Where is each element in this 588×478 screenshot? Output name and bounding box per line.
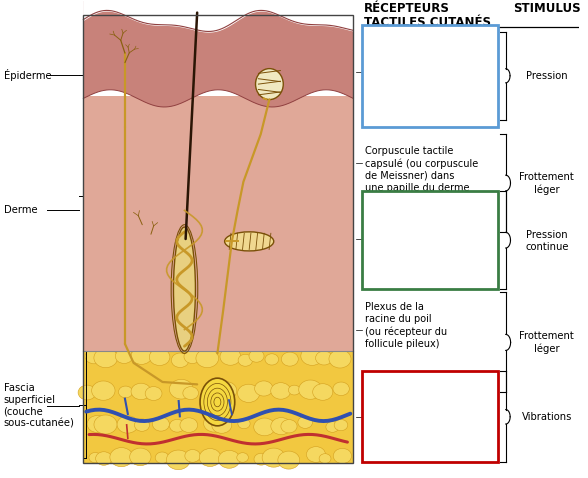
Circle shape	[238, 354, 253, 366]
Circle shape	[329, 350, 351, 368]
Circle shape	[166, 450, 190, 469]
Circle shape	[94, 348, 118, 368]
Circle shape	[131, 383, 151, 400]
Circle shape	[92, 381, 115, 400]
Circle shape	[118, 386, 133, 398]
Bar	[362, 371, 497, 462]
Circle shape	[326, 422, 339, 432]
Circle shape	[270, 383, 290, 399]
Circle shape	[203, 414, 225, 432]
Text: Pression: Pression	[526, 71, 567, 81]
Circle shape	[262, 448, 285, 467]
Bar	[83, 15, 353, 463]
Circle shape	[281, 352, 298, 366]
Circle shape	[319, 454, 331, 464]
Polygon shape	[83, 0, 353, 107]
Bar	[83, 96, 353, 351]
Ellipse shape	[256, 69, 283, 99]
Ellipse shape	[225, 232, 274, 251]
Text: Nocicepteur
(récepteur de la douleur): Nocicepteur (récepteur de la douleur)	[94, 12, 219, 35]
Text: Mécanorécepteur
cutané de type II
(ou corpuscule
de Ruffini): Mécanorécepteur cutané de type II (ou co…	[365, 200, 450, 247]
Circle shape	[183, 387, 199, 400]
Circle shape	[94, 415, 117, 434]
Circle shape	[78, 385, 96, 400]
Text: Frottement
léger: Frottement léger	[519, 172, 574, 195]
Circle shape	[218, 450, 240, 468]
Circle shape	[299, 380, 322, 399]
Circle shape	[131, 348, 152, 364]
Circle shape	[298, 416, 312, 428]
Circle shape	[281, 420, 297, 433]
Circle shape	[180, 418, 198, 433]
Circle shape	[333, 448, 352, 464]
Circle shape	[199, 448, 221, 467]
Circle shape	[220, 348, 241, 365]
Circle shape	[306, 446, 326, 462]
Text: Frottement
léger: Frottement léger	[519, 331, 574, 354]
Circle shape	[96, 452, 112, 465]
Circle shape	[278, 451, 300, 469]
Circle shape	[316, 351, 332, 365]
Circle shape	[87, 415, 108, 433]
Circle shape	[204, 385, 226, 403]
Circle shape	[89, 453, 102, 463]
Circle shape	[152, 417, 169, 431]
Circle shape	[110, 447, 133, 467]
Circle shape	[254, 453, 268, 465]
Bar	[362, 191, 497, 289]
Circle shape	[185, 449, 201, 462]
Circle shape	[169, 419, 185, 432]
Circle shape	[130, 448, 151, 466]
Circle shape	[313, 384, 333, 400]
Text: Corpuscule
lamelleux
(ou corpuscule
de Pacini): Corpuscule lamelleux (ou corpuscule de P…	[365, 380, 437, 425]
Text: Fascia
superficiel
(couche
sous-cutanée): Fascia superficiel (couche sous-cutanée)	[4, 383, 75, 428]
Circle shape	[184, 349, 201, 364]
Circle shape	[149, 348, 170, 366]
Circle shape	[196, 349, 219, 368]
Circle shape	[117, 416, 138, 433]
Circle shape	[155, 452, 169, 464]
Circle shape	[265, 354, 279, 365]
Text: STIMULUS: STIMULUS	[513, 1, 580, 15]
Circle shape	[333, 382, 349, 396]
Text: Plexus de la
racine du poil
(ou récepteur du
follicule pileux): Plexus de la racine du poil (ou récepteu…	[365, 302, 447, 348]
Text: RÉCEPTEURS
TACTILES CUTANÉS: RÉCEPTEURS TACTILES CUTANÉS	[363, 1, 490, 29]
Bar	[83, 351, 353, 463]
Circle shape	[253, 418, 275, 436]
Ellipse shape	[173, 227, 195, 351]
Text: Épiderme: Épiderme	[4, 68, 51, 81]
Circle shape	[85, 349, 103, 364]
Circle shape	[238, 419, 250, 429]
Text: Corpuscule tactile
capsulé (ou corpuscule
de Meissner) dans
une papille du derme: Corpuscule tactile capsulé (ou corpuscul…	[365, 146, 478, 193]
Circle shape	[301, 347, 323, 365]
Circle shape	[115, 349, 133, 363]
Circle shape	[169, 380, 193, 399]
Circle shape	[288, 385, 300, 395]
Circle shape	[249, 350, 264, 362]
Circle shape	[271, 418, 292, 435]
Text: Derme: Derme	[4, 206, 37, 216]
Text: Vibrations: Vibrations	[522, 412, 572, 422]
Circle shape	[255, 381, 273, 396]
Circle shape	[334, 420, 348, 431]
Bar	[362, 24, 497, 127]
Circle shape	[212, 417, 232, 433]
Circle shape	[215, 381, 237, 400]
Text: Mécanorécepteur
cutané de type I
(ou corpuscule
tactile non capsulé): Mécanorécepteur cutané de type I (ou cor…	[365, 33, 462, 81]
Circle shape	[145, 387, 162, 401]
Circle shape	[237, 453, 248, 462]
Ellipse shape	[200, 378, 235, 426]
Circle shape	[238, 384, 260, 402]
Circle shape	[135, 419, 149, 431]
Text: Pression
continue: Pression continue	[525, 230, 569, 252]
Circle shape	[171, 353, 189, 368]
